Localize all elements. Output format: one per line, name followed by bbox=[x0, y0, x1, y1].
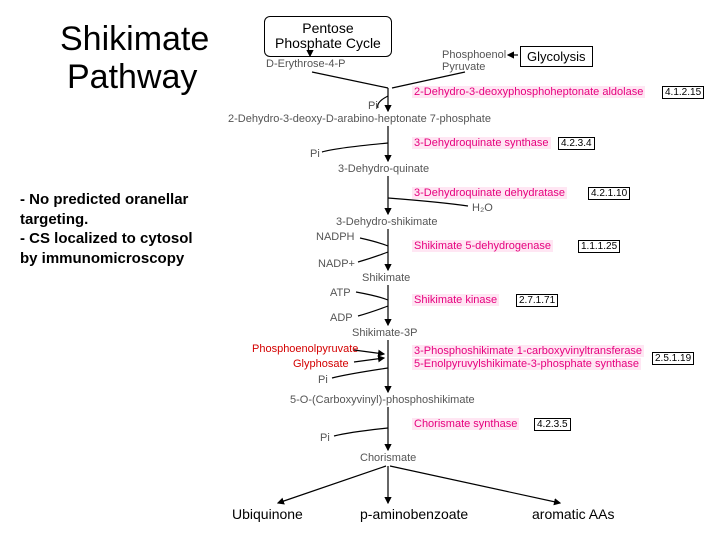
pathway-arrows bbox=[0, 0, 720, 540]
